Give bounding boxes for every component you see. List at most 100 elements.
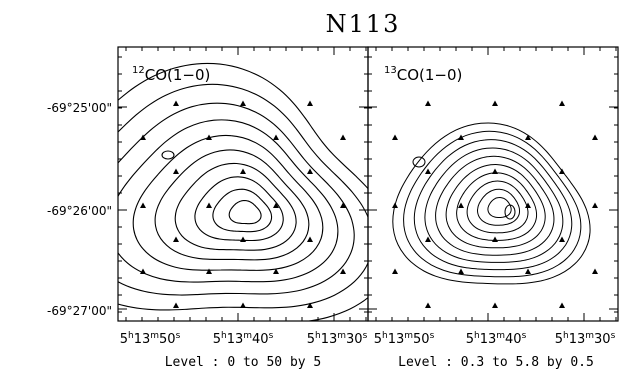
- observation-point-icon: [340, 134, 346, 140]
- observation-point-icon: [559, 100, 565, 106]
- observation-point-icon: [392, 134, 398, 140]
- observation-point-icon: [340, 202, 346, 208]
- panel-13co-label: 13CO(1−0): [384, 65, 462, 84]
- observation-point-icon: [173, 236, 179, 242]
- panel-13co-label-main: CO(1−0): [397, 66, 463, 84]
- observation-point-icon: [492, 236, 498, 242]
- observation-point-icon: [458, 134, 464, 140]
- contour-line: [487, 196, 512, 218]
- x-tick-label: 5h13m40s: [466, 331, 527, 347]
- figure-title: N113: [326, 10, 401, 38]
- panel-13co: 13CO(1−0): [367, 46, 619, 322]
- observation-point-icon: [206, 134, 212, 140]
- observation-point-icon: [173, 302, 179, 308]
- x-tick-label: 5h13m40s: [213, 331, 274, 347]
- observation-point-icon: [492, 100, 498, 106]
- observation-point-icon: [240, 236, 246, 242]
- observation-point-icon: [592, 202, 598, 208]
- observation-point-icon: [206, 268, 212, 274]
- observation-point-icon: [559, 168, 565, 174]
- observation-point-icon: [592, 268, 598, 274]
- observation-point-icon: [425, 302, 431, 308]
- panel-12co-markers: [140, 100, 346, 308]
- panel-13co-frame: [367, 46, 619, 322]
- observation-point-icon: [392, 202, 398, 208]
- contour-line: [118, 62, 368, 321]
- contour-line: [403, 130, 582, 278]
- panel-13co-level-caption: Level : 0.3 to 5.8 by 0.5: [398, 355, 594, 370]
- y-axis-labels: -69°25'00" -69°26'00" -69°27'00": [47, 101, 112, 318]
- contour-line: [154, 149, 310, 261]
- x-tick-label: 5h13m30s: [307, 331, 368, 347]
- contour-line: [456, 172, 538, 241]
- panel-12co-label-iso: 12: [132, 65, 145, 76]
- observation-point-icon: [559, 236, 565, 242]
- contour-line: [212, 188, 273, 233]
- contour-line: [174, 162, 297, 251]
- contour-line: [445, 164, 546, 249]
- observation-point-icon: [525, 134, 531, 140]
- observation-point-icon: [307, 302, 313, 308]
- y-tick-label: -69°26'00": [47, 204, 112, 218]
- contour-line: [424, 147, 564, 263]
- observation-point-icon: [392, 268, 398, 274]
- contour-line: [504, 204, 516, 220]
- observation-point-icon: [458, 202, 464, 208]
- observation-point-icon: [273, 268, 279, 274]
- panel-12co-label: 12CO(1−0): [132, 65, 210, 84]
- observation-point-icon: [240, 168, 246, 174]
- observation-point-icon: [140, 202, 146, 208]
- observation-point-icon: [307, 168, 313, 174]
- observation-point-icon: [206, 202, 212, 208]
- contour-line: [392, 122, 591, 285]
- contour-line: [194, 176, 284, 242]
- observation-point-icon: [425, 100, 431, 106]
- observation-point-icon: [340, 268, 346, 274]
- observation-point-icon: [307, 236, 313, 242]
- observation-point-icon: [559, 302, 565, 308]
- observation-point-icon: [492, 302, 498, 308]
- observation-point-icon: [240, 100, 246, 106]
- contour-line: [118, 83, 368, 311]
- observation-point-icon: [425, 168, 431, 174]
- observation-point-icon: [458, 268, 464, 274]
- contour-line: [132, 134, 324, 271]
- x-tick-label: 5h13m30s: [555, 331, 616, 347]
- y-tick-label: -69°27'00": [47, 304, 112, 318]
- x-axis-labels-12co: 5h13m50s 5h13m40s 5h13m30s: [120, 331, 368, 347]
- contour-line: [466, 180, 529, 234]
- panel-13co-contours: [392, 122, 591, 285]
- observation-point-icon: [173, 168, 179, 174]
- observation-point-icon: [592, 134, 598, 140]
- panel-12co: 12CO(1−0): [117, 46, 369, 322]
- contour-line: [118, 102, 355, 296]
- observation-point-icon: [425, 236, 431, 242]
- contour-line: [412, 156, 426, 168]
- observation-point-icon: [273, 202, 279, 208]
- observation-point-icon: [140, 134, 146, 140]
- contour-line: [118, 119, 339, 283]
- observation-point-icon: [140, 268, 146, 274]
- panel-12co-level-caption: Level : 0 to 50 by 5: [165, 355, 322, 370]
- observation-point-icon: [173, 100, 179, 106]
- observation-point-icon: [307, 100, 313, 106]
- panel-13co-markers: [392, 100, 598, 308]
- axis-ticks: [118, 47, 618, 321]
- observation-point-icon: [273, 134, 279, 140]
- panel-12co-contours: [118, 62, 368, 321]
- contour-line: [228, 199, 262, 225]
- contour-line: [161, 150, 175, 160]
- observation-point-icon: [240, 302, 246, 308]
- y-tick-label: -69°25'00": [47, 101, 112, 115]
- contour-line: [435, 155, 555, 256]
- panel-13co-label-iso: 13: [384, 65, 397, 76]
- panel-12co-frame: [117, 46, 369, 322]
- observation-point-icon: [525, 202, 531, 208]
- contour-line: [413, 139, 573, 271]
- x-tick-label: 5h13m50s: [120, 331, 181, 347]
- x-tick-label: 5h13m50s: [374, 331, 435, 347]
- observation-point-icon: [525, 268, 531, 274]
- panel-12co-label-main: CO(1−0): [145, 66, 211, 84]
- observation-point-icon: [492, 168, 498, 174]
